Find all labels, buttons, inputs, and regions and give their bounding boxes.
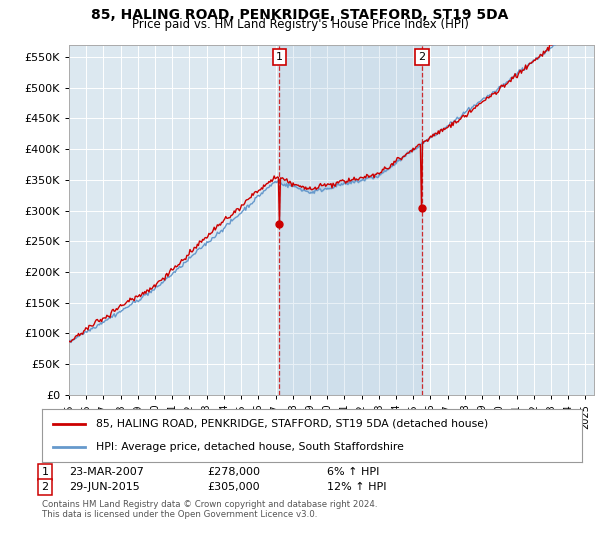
Text: Price paid vs. HM Land Registry's House Price Index (HPI): Price paid vs. HM Land Registry's House … (131, 18, 469, 31)
Text: 1: 1 (276, 52, 283, 62)
Text: £278,000: £278,000 (207, 467, 260, 477)
Text: Contains HM Land Registry data © Crown copyright and database right 2024.
This d: Contains HM Land Registry data © Crown c… (42, 500, 377, 519)
Text: HPI: Average price, detached house, South Staffordshire: HPI: Average price, detached house, Sout… (96, 442, 404, 452)
Text: 23-MAR-2007: 23-MAR-2007 (69, 467, 144, 477)
Text: 2: 2 (41, 482, 49, 492)
Text: 2: 2 (418, 52, 425, 62)
Text: 6% ↑ HPI: 6% ↑ HPI (327, 467, 379, 477)
Text: 1: 1 (41, 467, 49, 477)
Text: 12% ↑ HPI: 12% ↑ HPI (327, 482, 386, 492)
Text: £305,000: £305,000 (207, 482, 260, 492)
Bar (280, 45, 422, 395)
Text: 29-JUN-2015: 29-JUN-2015 (69, 482, 140, 492)
Text: 85, HALING ROAD, PENKRIDGE, STAFFORD, ST19 5DA (detached house): 85, HALING ROAD, PENKRIDGE, STAFFORD, ST… (96, 419, 488, 429)
Text: 85, HALING ROAD, PENKRIDGE, STAFFORD, ST19 5DA: 85, HALING ROAD, PENKRIDGE, STAFFORD, ST… (91, 8, 509, 22)
